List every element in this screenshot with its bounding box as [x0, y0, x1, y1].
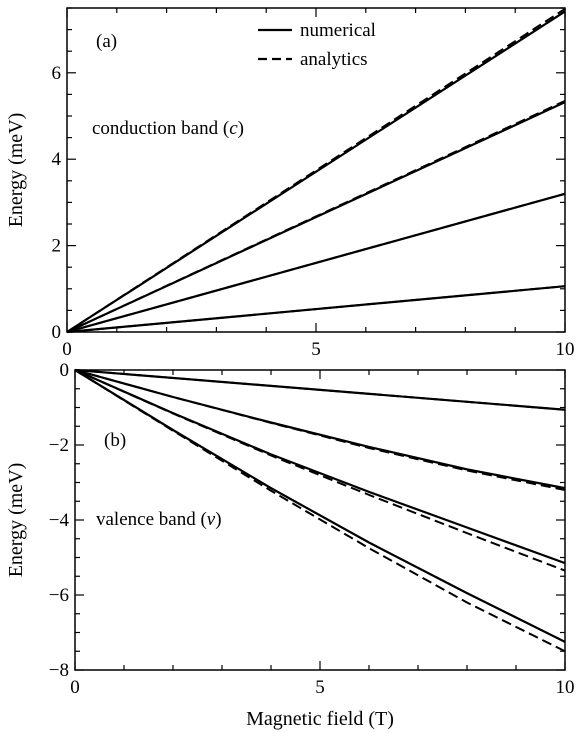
x-axis-label: Magnetic field (T)	[246, 708, 394, 730]
analytics-curve	[74, 369, 566, 572]
y-tick-label: 0	[52, 322, 62, 343]
y-tick-label: −4	[49, 510, 70, 531]
analytics-curve	[74, 369, 566, 491]
analytics-curve	[66, 8, 566, 333]
x-tick-label: 10	[556, 677, 575, 698]
x-tick-label: 0	[70, 677, 80, 698]
analytics-curve	[74, 369, 566, 411]
panel-label: (a)	[96, 31, 117, 52]
band-annotation-text: valence band (	[96, 509, 207, 530]
x-tick-label: 5	[315, 677, 325, 698]
band-annotation: valence band (v)	[96, 509, 222, 530]
band-annotation-close: )	[238, 118, 244, 139]
analytics-curve	[66, 192, 566, 333]
x-tick-label: 10	[556, 339, 575, 360]
band-annotation-close: )	[215, 509, 221, 530]
y-tick-label: −6	[49, 585, 69, 606]
y-tick-label: 4	[52, 149, 62, 170]
y-tick-label: 0	[60, 360, 70, 381]
analytics-curve	[66, 285, 566, 333]
panel-label: (b)	[104, 430, 126, 451]
band-annotation-symbol: v	[207, 509, 216, 530]
x-tick-label: 0	[62, 339, 72, 360]
band-annotation-symbol: c	[229, 118, 238, 139]
band-annotation-text: conduction band (	[92, 118, 229, 139]
legend-label: analytics	[300, 49, 368, 70]
y-tick-label: −8	[49, 660, 69, 681]
panel-a-conduction-band: 0 5 10 0 2 4 6 Energy (meV) (a) conduction band (…	[5, 7, 575, 360]
y-axis-label: Energy (meV)	[5, 463, 27, 578]
panel-b-valence-band: 0 5 10 0 −2 −4 −6 −8 Energy (meV) Magnetic field …	[5, 360, 575, 730]
numerical-curve	[74, 369, 566, 643]
y-tick-label: 2	[52, 236, 62, 257]
analytics-curve	[66, 99, 566, 333]
y-tick-label: 6	[52, 63, 62, 84]
numerical-curve	[74, 368, 566, 490]
y-axis-label: Energy (meV)	[5, 113, 27, 228]
y-tick-label: −2	[49, 435, 69, 456]
legend-label: numerical	[300, 20, 376, 41]
numerical-curve	[74, 368, 566, 565]
x-tick-label: 5	[311, 339, 321, 360]
analytics-curve	[74, 369, 566, 653]
band-annotation: conduction band (c)	[92, 118, 244, 139]
